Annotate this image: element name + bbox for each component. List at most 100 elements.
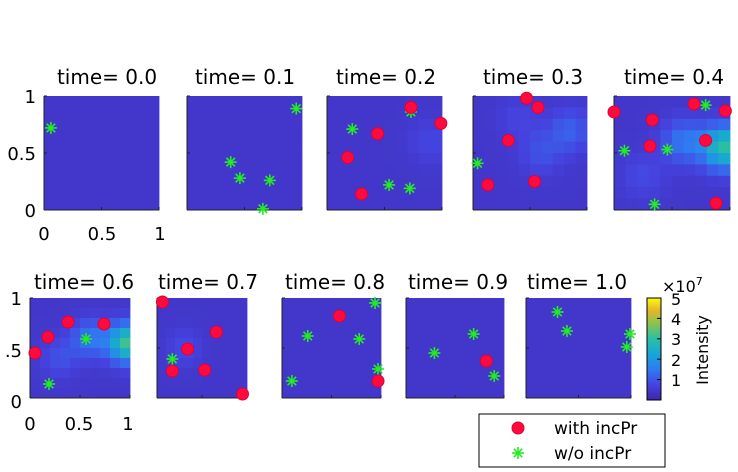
heatmap-cell (464, 348, 475, 359)
heatmap-cell (464, 358, 475, 369)
heatmap-cell (291, 298, 303, 309)
heatmap-cell (290, 118, 303, 131)
heatmap-cell (625, 118, 638, 131)
heatmap-cell (44, 164, 56, 177)
heatmap-cell (568, 378, 579, 389)
heatmap-cell (419, 130, 431, 142)
heatmap-cell (147, 141, 160, 154)
point-without-incPr (471, 157, 484, 170)
heatmap-cell (120, 388, 131, 399)
heatmap-cell (220, 368, 230, 379)
heatmap-cell (184, 368, 194, 379)
heatmap-cell (430, 153, 443, 165)
heatmap-cell (187, 118, 199, 131)
heatmap-cell (244, 175, 257, 188)
heatmap-cell (166, 378, 176, 389)
heatmap-cell (101, 175, 114, 188)
heatmap-cell (282, 298, 293, 309)
heatmap-cell (80, 298, 91, 309)
heatmap-cell (589, 378, 600, 389)
heatmap-cell (100, 368, 111, 379)
heatmap-cell (536, 328, 548, 339)
heatmap-cell (415, 348, 426, 359)
heatmap-cell (256, 141, 268, 154)
heatmap-cell (706, 118, 719, 131)
heatmap-cell (157, 318, 167, 329)
heatmap-cell (80, 308, 91, 319)
heatmap-cell (60, 368, 71, 379)
heatmap-cell (113, 141, 125, 154)
point-with-incPr (607, 105, 621, 119)
heatmap-cell (419, 118, 431, 131)
heatmap-cell (589, 318, 600, 329)
heatmap-cell (407, 141, 420, 154)
heatmap-cell (90, 164, 102, 177)
heatmap-cell (211, 378, 221, 389)
heatmap-cell (291, 338, 303, 349)
heatmap-cell (396, 107, 408, 120)
heatmap-cell (518, 164, 531, 177)
heatmap-cell (341, 368, 352, 379)
heatmap-cell (184, 358, 194, 369)
heatmap-cell (507, 118, 519, 131)
heatmap-cell (564, 96, 576, 108)
heatmap-cell (373, 141, 385, 154)
heatmap-cell (614, 130, 626, 142)
heatmap-cell (620, 318, 632, 329)
heatmap-cell (113, 187, 125, 199)
heatmap-cell (541, 153, 554, 165)
heatmap-cell (672, 164, 684, 177)
heatmap-cell (445, 298, 456, 309)
heatmap-cell (55, 153, 68, 165)
heatmap-cell (495, 187, 508, 199)
heatmap-cell (396, 175, 408, 188)
heatmap-cell (373, 107, 385, 120)
heatmap-cell (578, 378, 590, 389)
heatmap-cell (90, 368, 101, 379)
heatmap-cell (526, 358, 537, 369)
colorbar-tick-label: 4 (671, 310, 681, 329)
heatmap-cell (290, 198, 303, 211)
colorbar-tick-label: 5 (671, 290, 681, 309)
heatmap-cell (311, 328, 322, 339)
heatmap-cell (50, 328, 61, 339)
heatmap-cell (70, 298, 81, 309)
heatmap-cell (637, 153, 650, 165)
heatmap-cell (331, 378, 342, 389)
heatmap-cell (464, 308, 475, 319)
point-without-incPr (661, 143, 674, 156)
heatmap-cell (50, 318, 61, 329)
panel-title: time= 1.0 (527, 270, 627, 294)
heatmap-cell (578, 338, 590, 349)
heatmap-cell (575, 141, 588, 154)
heatmap-cell (445, 388, 456, 399)
heatmap-cell (706, 187, 719, 199)
heatmap-cell (44, 141, 56, 154)
point-without-incPr (428, 347, 441, 359)
heatmap-cell (210, 96, 222, 108)
heatmap-cell (507, 187, 519, 199)
heatmap-cell (552, 187, 565, 199)
heatmap-cell (620, 308, 632, 319)
heatmap-cell (90, 96, 102, 108)
heatmap-cell (282, 338, 293, 349)
heatmap-cell (229, 318, 239, 329)
x-tick-label: 0 (38, 224, 49, 245)
heatmap-cell (198, 96, 211, 108)
heatmap-cell (291, 378, 303, 389)
heatmap-cell (706, 96, 719, 108)
heatmap-cell (396, 118, 408, 131)
heatmap-cell (455, 308, 466, 319)
heatmap-cell (371, 318, 382, 329)
heatmap-cell (473, 187, 485, 199)
heatmap-cell (361, 358, 372, 369)
point-with-incPr (643, 139, 657, 153)
heatmap-cell (120, 338, 131, 349)
heatmap-cell (495, 164, 508, 177)
heatmap-cell (338, 187, 351, 199)
heatmap-cell (415, 378, 426, 389)
heatmap-cell (267, 164, 280, 177)
heatmap-cell (351, 378, 362, 389)
heatmap-cell (40, 298, 51, 309)
colorbar: 5 4 3 2 1 ×107 Intensity (646, 275, 712, 401)
